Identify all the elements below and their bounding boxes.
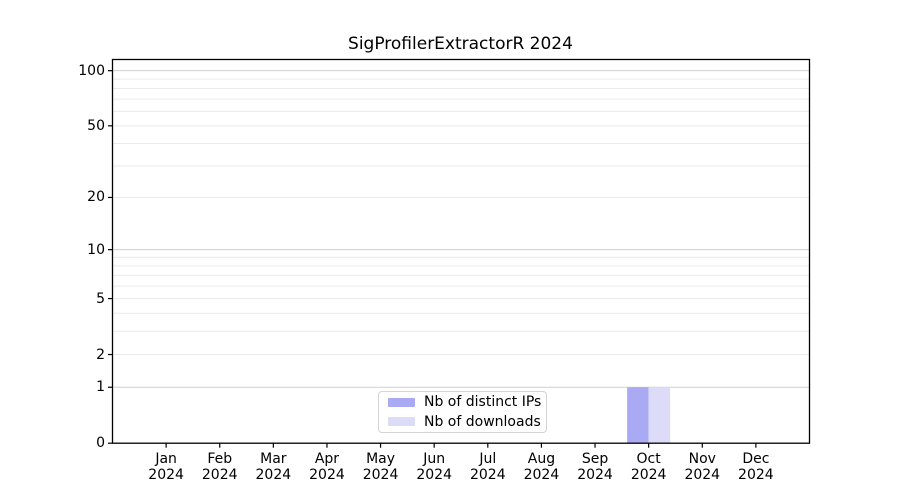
x-tick-label-nov-2024: Nov 2024 [684, 451, 721, 483]
legend-swatch-downloads [388, 417, 415, 427]
legend-item-downloads: Nb of downloads [388, 413, 546, 431]
y-tick-label-10: 10 [87, 241, 105, 258]
y-tick-label-2: 2 [96, 346, 105, 363]
axes-spines [111, 58, 811, 444]
bar-nb-of-distinct-ips-oct-2024 [627, 387, 649, 444]
y-tick-label-100: 100 [78, 62, 105, 79]
y-tick-label-1: 1 [96, 379, 105, 396]
x-tick-label-oct-2024: Oct 2024 [630, 451, 667, 483]
x-tick-label-apr-2024: Apr 2024 [309, 451, 345, 483]
y-tick-label-50: 50 [87, 117, 105, 134]
y-tick-label-0: 0 [96, 435, 105, 452]
legend-item-distinct-ips: Nb of distinct IPs [388, 393, 546, 411]
bars-group [627, 387, 671, 444]
legend: Nb of distinct IPs Nb of downloads [378, 391, 547, 433]
x-tick-label-feb-2024: Feb 2024 [201, 451, 238, 483]
x-tick-marks [165, 443, 757, 448]
chart-title: SigProfilerExtractorR 2024 [348, 34, 573, 54]
gridlines-minor [112, 78, 810, 356]
x-tick-label-sep-2024: Sep 2024 [577, 451, 613, 483]
y-tick-label-5: 5 [96, 290, 105, 307]
gridlines-major [112, 70, 810, 388]
legend-label-downloads: Nb of downloads [424, 413, 541, 430]
legend-label-distinct-ips: Nb of distinct IPs [424, 394, 542, 411]
x-tick-label-jul-2024: Jul 2024 [469, 451, 506, 483]
x-tick-label-dec-2024: Dec 2024 [738, 451, 774, 483]
x-tick-label-aug-2024: Aug 2024 [523, 451, 560, 483]
x-tick-label-jan-2024: Jan 2024 [148, 451, 184, 483]
y-tick-label-20: 20 [87, 189, 105, 206]
x-tick-label-jun-2024: Jun 2024 [416, 451, 452, 483]
legend-swatch-distinct-ips [388, 397, 415, 407]
bar-nb-of-downloads-oct-2024 [648, 387, 671, 444]
y-tick-marks [108, 70, 113, 444]
x-tick-label-may-2024: May 2024 [362, 451, 399, 483]
x-tick-label-mar-2024: Mar 2024 [255, 451, 292, 483]
